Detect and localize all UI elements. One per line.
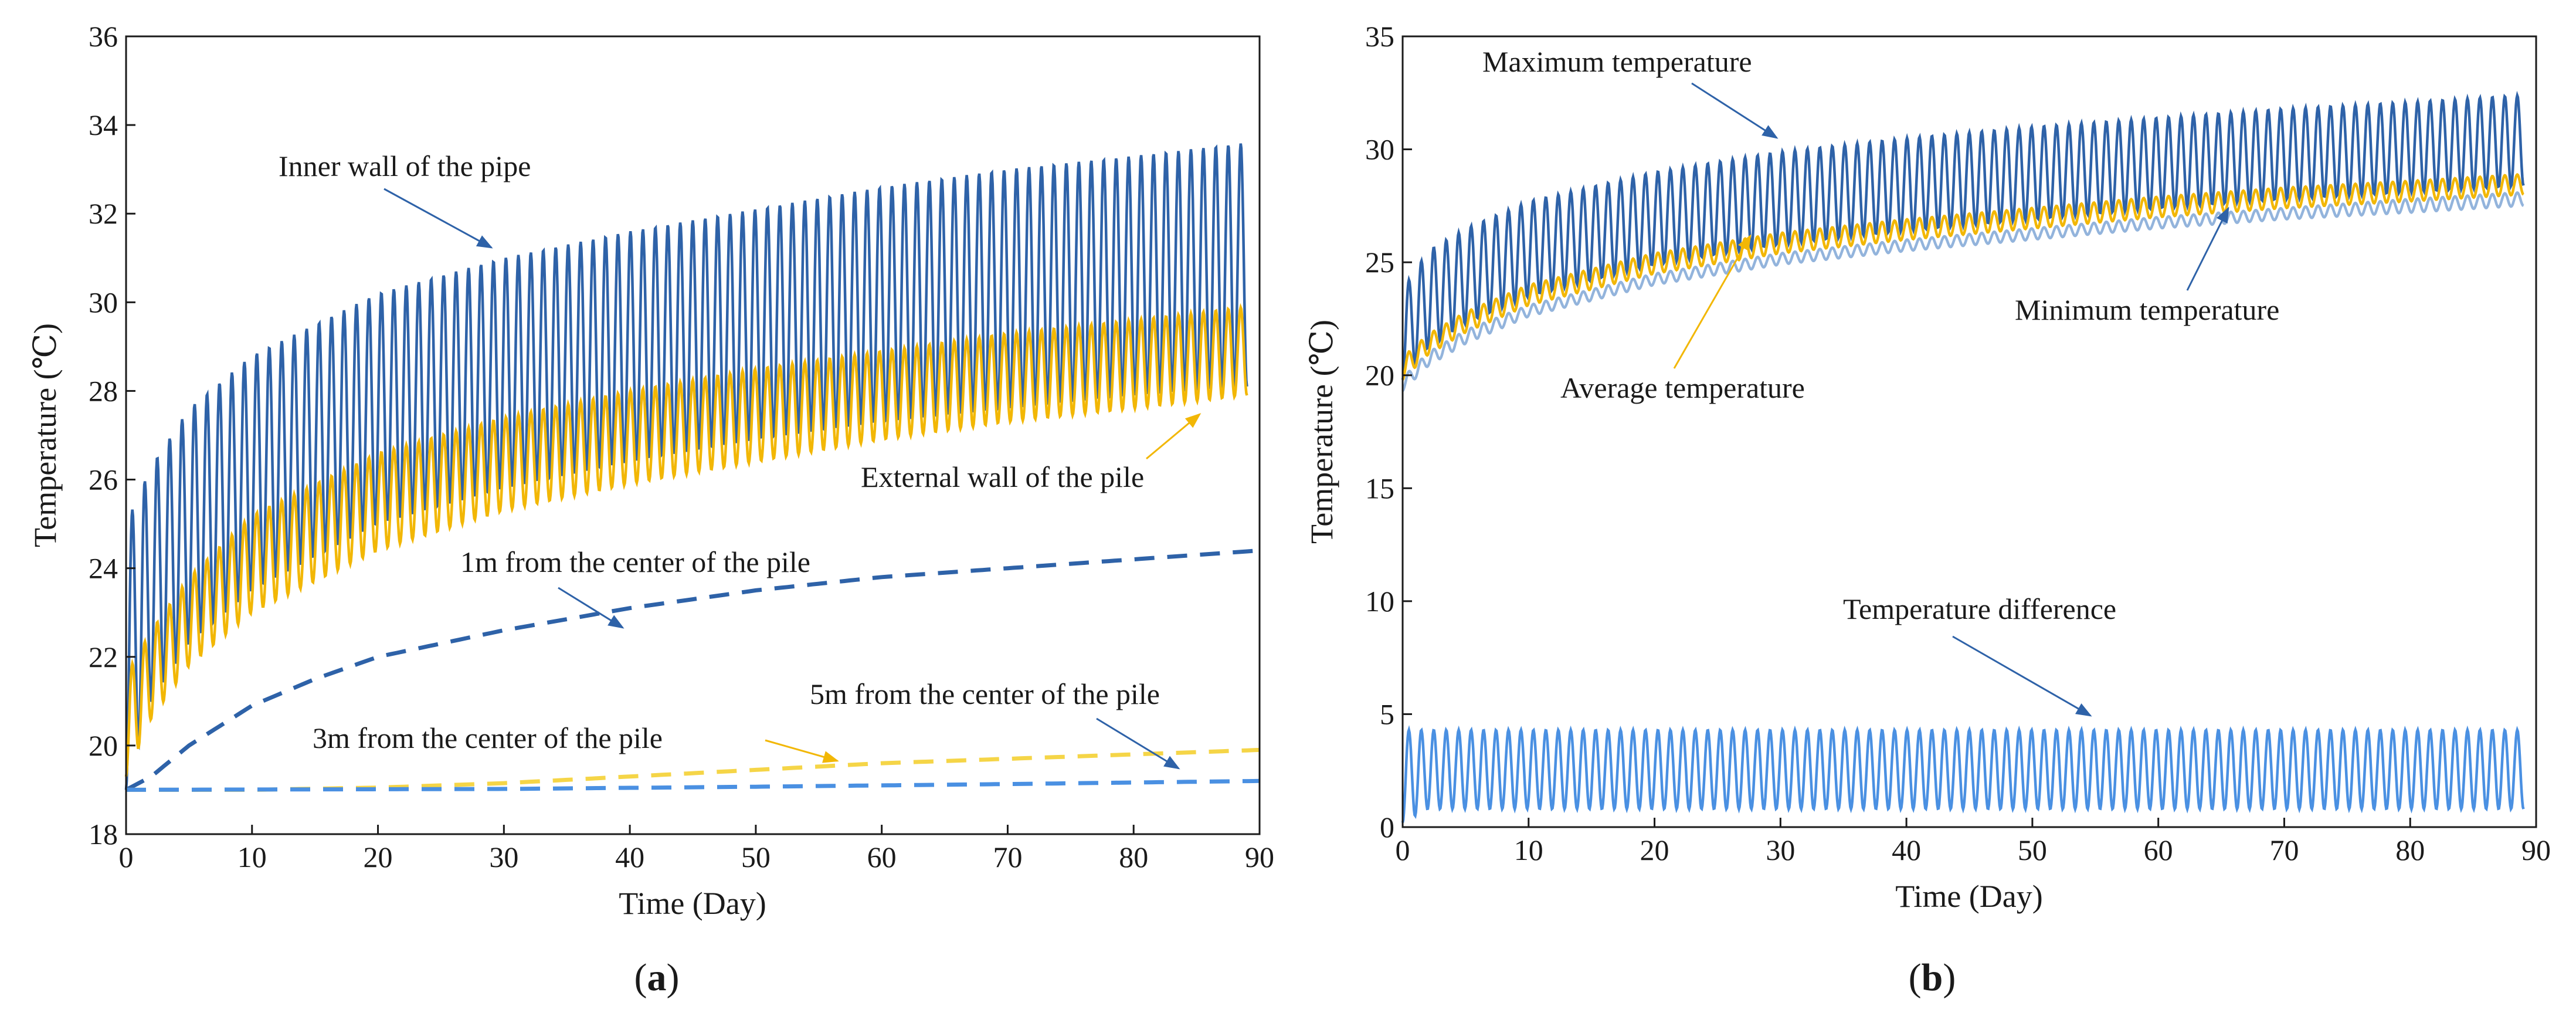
chart-a-y-tick-label: 18 (89, 818, 118, 851)
chart-b-y-tick-label: 35 (1365, 20, 1394, 53)
chart-b-x-tick-label: 40 (1892, 834, 1921, 866)
chart-b-plot-frame (1401, 35, 2537, 828)
chart-a-x-tick-label: 90 (1245, 841, 1274, 873)
chart-a-series-2 (125, 548, 1260, 792)
arrow-external-wall (1146, 413, 1202, 460)
annotation-external-wall: External wall of the pile (861, 460, 1144, 493)
annotation-5m: 5m from the center of the pile (810, 678, 1160, 710)
chart-a-y-tick-label: 30 (89, 286, 118, 319)
chart-a-y-tick-label: 36 (89, 20, 118, 53)
arrow-maximum (1691, 82, 1779, 139)
arrow-average (1673, 234, 1752, 369)
chart-b-y-tick-label: 0 (1380, 811, 1394, 844)
chart-a-y-tick-label: 20 (89, 729, 118, 762)
annotation-average: Average temperature (1560, 371, 1805, 404)
annotation-1m: 1m from the center of the pile (460, 546, 810, 578)
annotation-inner-wall: Inner wall of the pipe (279, 150, 531, 182)
annotation-minimum: Minimum temperature (2015, 293, 2279, 326)
chart-a-plot-frame (125, 35, 1261, 835)
chart-a-x-tick-label: 20 (364, 841, 393, 873)
chart-a-x-axis-label: Time (Day) (619, 886, 766, 921)
chart-b-x-tick-label: 10 (1514, 834, 1543, 866)
caption-b-letter: b (1922, 956, 1943, 999)
chart-a-y-axis-label: Temperature (℃) (28, 323, 63, 547)
chart-b-x-tick-label: 30 (1766, 834, 1795, 866)
chart-b-series-2 (1401, 191, 2524, 392)
chart-a-y-tick-label: 22 (89, 641, 118, 673)
chart-a-y-tick-label: 34 (89, 109, 118, 141)
caption-a-letter: a (647, 956, 667, 999)
chart-a: 0 10 20 30 40 50 60 70 80 9018202224262830323436 … (28, 20, 1274, 999)
chart-b-x-axis-label: Time (Day) (1895, 879, 2043, 914)
caption-b: (b) (1909, 956, 1956, 999)
chart-b-x-tick-label: 70 (2269, 834, 2299, 866)
arrow-minimum (2186, 206, 2229, 291)
chart-b-y-tick-label: 20 (1365, 359, 1394, 392)
caption-a: (a) (634, 956, 680, 999)
chart-a-x-tick-label: 10 (237, 841, 267, 873)
chart-a-x-tick-label: 0 (119, 841, 134, 873)
annotation-maximum: Maximum temperature (1482, 45, 1752, 78)
chart-b-x-tick-label: 50 (2018, 834, 2047, 866)
chart-a-x-tick-label: 30 (489, 841, 518, 873)
chart-b-series-3 (1401, 725, 2525, 823)
chart-a-series-0 (124, 143, 1248, 790)
chart-b-x-tick-label: 20 (1640, 834, 1669, 866)
chart-b-y-tick-label: 10 (1365, 585, 1394, 618)
chart-b-series-1 (1401, 172, 2524, 381)
arrow-difference (1952, 635, 2092, 717)
annotation-3m: 3m from the center of the pile (313, 722, 663, 754)
arrow-1m (558, 587, 625, 629)
chart-a-y-tick-label: 26 (89, 463, 118, 496)
chart-a-series-4 (126, 778, 1260, 792)
annotation-difference: Temperature difference (1843, 592, 2116, 625)
chart-a-y-tick-label: 24 (89, 552, 118, 585)
chart-b-y-axis-label: Temperature (℃) (1304, 320, 1339, 544)
chart-a-x-tick-label: 80 (1119, 841, 1148, 873)
chart-b-y-tick-label: 25 (1365, 246, 1394, 279)
arrow-5m (1096, 717, 1180, 770)
chart-b-y-tick-label: 5 (1380, 697, 1394, 730)
chart-a-x-tick-label: 50 (741, 841, 771, 873)
chart-b-y-tick-label: 30 (1365, 133, 1394, 166)
chart-b-x-tick-label: 60 (2144, 834, 2173, 866)
chart-a-x-tick-label: 70 (993, 841, 1022, 873)
chart-a-series-1 (124, 303, 1248, 777)
chart-a-x-tick-label: 40 (615, 841, 644, 873)
arrow-3m (765, 739, 839, 763)
chart-b-x-tick-label: 0 (1396, 834, 1410, 866)
chart-a-y-tick-label: 28 (89, 374, 118, 407)
chart-a-series-3 (126, 747, 1260, 792)
arrow-inner-wall (383, 188, 493, 249)
chart-a-y-tick-label: 32 (89, 197, 118, 230)
chart-b-x-tick-label: 80 (2395, 834, 2425, 866)
chart-b-y-tick-label: 15 (1365, 472, 1394, 504)
chart-b-x-tick-label: 90 (2521, 834, 2551, 866)
chart-a-x-tick-label: 60 (867, 841, 897, 873)
chart-b: 0 10 20 30 40 50 60 70 80 90 0 5 10 15 20 25 30 35 Time (… (1304, 20, 2551, 999)
chart-b-series-0 (1401, 90, 2525, 380)
